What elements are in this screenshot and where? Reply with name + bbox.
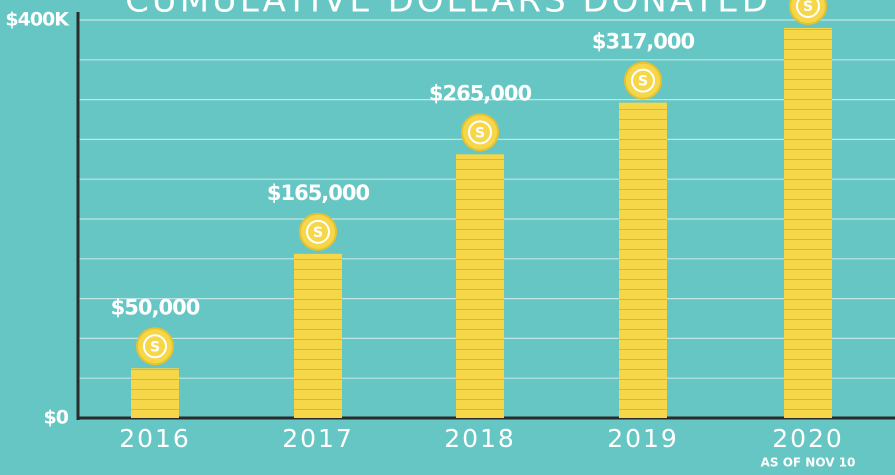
y-tick-label: $0 — [44, 407, 69, 429]
value-label: $317,000 — [592, 30, 695, 54]
x-tick-label: 2018 — [444, 424, 516, 453]
coin — [136, 327, 174, 366]
coin-stack — [294, 253, 342, 418]
coin-inner — [631, 68, 655, 93]
coin-inner — [468, 120, 492, 145]
chart-title: CUMULATIVE DOLLARS DONATED — [125, 0, 771, 21]
coin-inner — [306, 219, 330, 244]
coin — [299, 212, 337, 251]
coin-inner — [796, 0, 820, 18]
value-label: $265,000 — [429, 81, 532, 105]
coin-symbol: S — [638, 74, 648, 90]
x-tick-label: 2019 — [607, 424, 679, 453]
coin — [789, 0, 827, 25]
x-note: AS OF NOV 10 — [761, 456, 856, 470]
coin — [461, 113, 499, 152]
coin-symbol: S — [313, 225, 323, 241]
value-label: $50,000 — [111, 295, 200, 319]
value-label: $165,000 — [267, 181, 370, 205]
coin-symbol: S — [475, 125, 485, 141]
coin-symbol: S — [150, 339, 160, 355]
x-tick-label: 2017 — [282, 424, 354, 453]
coin-inner — [143, 334, 167, 359]
coin-stack — [131, 368, 179, 418]
x-tick-label: 2016 — [119, 424, 191, 453]
coin-stack — [784, 27, 832, 419]
coin — [624, 61, 662, 100]
coin-stack — [619, 102, 667, 419]
coin-stack — [456, 154, 504, 418]
y-tick-label: $400K — [5, 9, 70, 31]
coin-symbol: S — [803, 0, 813, 15]
x-tick-label: 2020 — [772, 424, 844, 453]
